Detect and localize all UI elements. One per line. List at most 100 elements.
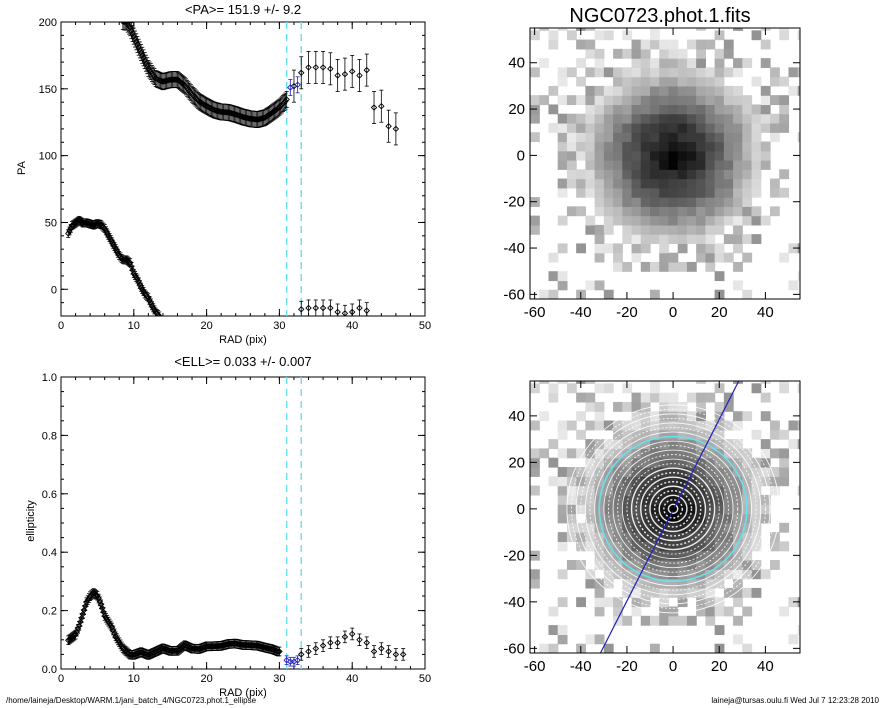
image-pixel (797, 485, 800, 496)
image-pixel (594, 606, 605, 617)
image-pixel (613, 169, 623, 180)
image-pixel (686, 67, 697, 78)
image-pixel (760, 513, 771, 524)
image-pixel (603, 597, 614, 608)
data-point (75, 622, 83, 630)
image-pixel (723, 113, 734, 124)
image-pixel (640, 457, 651, 468)
image-pixel (622, 113, 633, 124)
image-pixel (770, 476, 780, 487)
image-pixel (733, 597, 743, 608)
image-pixel (650, 160, 660, 170)
data-point (276, 648, 283, 655)
image-pixel (779, 522, 790, 533)
data-point (135, 43, 142, 51)
image-pixel (659, 392, 670, 403)
image-pixel (566, 532, 577, 543)
image-pixel (723, 401, 734, 412)
data-point (319, 642, 327, 649)
image-pixel (696, 420, 706, 431)
image-pixel (640, 597, 651, 608)
image-pixel (640, 485, 651, 496)
data-point (140, 54, 147, 62)
data-point (356, 636, 363, 644)
image-pixel (751, 569, 762, 580)
x-tick-label: 30 (273, 320, 285, 332)
image-pixel (696, 187, 706, 198)
image-pixel (714, 104, 725, 115)
center-dot (670, 506, 676, 512)
image-pixel (613, 160, 623, 170)
image-pixel (650, 187, 660, 198)
image-pixel (603, 197, 614, 207)
image-pixel (659, 569, 670, 580)
image-pixel (613, 504, 623, 515)
image-pixel (640, 429, 651, 440)
image-pixel (751, 141, 762, 152)
image-pixel (659, 58, 670, 68)
image-pixel (576, 522, 586, 533)
image-pixel (659, 132, 670, 143)
image-pixel (696, 587, 706, 598)
image-pixel (585, 541, 596, 552)
image-pixel (640, 448, 651, 459)
image-pixel (622, 197, 633, 207)
image-pixel (668, 160, 679, 170)
image-pixel (631, 243, 642, 254)
image-pixel (723, 160, 734, 170)
image-pixel (585, 85, 596, 96)
image-pixel (668, 39, 679, 50)
image-pixel (742, 132, 753, 143)
image-pixel (594, 95, 605, 106)
image-pixel (742, 141, 753, 152)
image-pixel (714, 383, 725, 394)
y-tick-label: 0.4 (42, 547, 57, 559)
image-pixel (622, 67, 633, 78)
image-pixel (594, 280, 605, 291)
image-pixel (530, 113, 540, 124)
image-pixel (696, 467, 706, 477)
image-pixel (585, 39, 596, 50)
image-x-tick-label: -60 (524, 304, 546, 321)
image-pixel (723, 234, 734, 245)
image-pixel (733, 178, 743, 189)
image-pixel (733, 280, 743, 291)
image-pixel (594, 634, 605, 645)
x-tick-label: 30 (273, 673, 285, 685)
image-pixel (714, 178, 725, 189)
image-pixel (650, 122, 660, 133)
data-point (114, 250, 122, 257)
image-pixel (650, 411, 660, 422)
data-point (145, 294, 152, 302)
image-pixel (585, 132, 596, 143)
image-pixel (548, 85, 559, 96)
image-pixel (557, 513, 568, 524)
image-pixel (603, 113, 614, 124)
image-pixel (714, 578, 725, 589)
image-pixel (779, 104, 790, 115)
image-pixel (530, 132, 540, 143)
image-pixel (677, 132, 688, 143)
data-point (194, 645, 202, 653)
image-pixel (659, 261, 670, 272)
image-pixel (650, 494, 660, 505)
image-pixel (779, 381, 790, 384)
image-pixel (668, 522, 679, 533)
image-frame (529, 27, 801, 300)
image-pixel (742, 187, 753, 198)
data-point (137, 283, 145, 291)
image-pixel (779, 476, 790, 487)
image-pixel (622, 104, 633, 115)
image-pixel (613, 560, 623, 570)
image-y-tick-label: -20 (503, 547, 525, 564)
data-point (117, 641, 124, 648)
image-pixel (733, 467, 743, 477)
image-pixel (594, 30, 605, 41)
image-pixel (668, 560, 679, 570)
image-pixel (696, 392, 706, 403)
image-pixel (788, 67, 799, 78)
footer-user-date: laineja@tursas.oulu.fi Wed Jul 7 12:23:2… (711, 696, 879, 705)
isophote-ellipse (640, 476, 707, 542)
image-pixel (566, 141, 577, 152)
image-pixel (723, 197, 734, 207)
